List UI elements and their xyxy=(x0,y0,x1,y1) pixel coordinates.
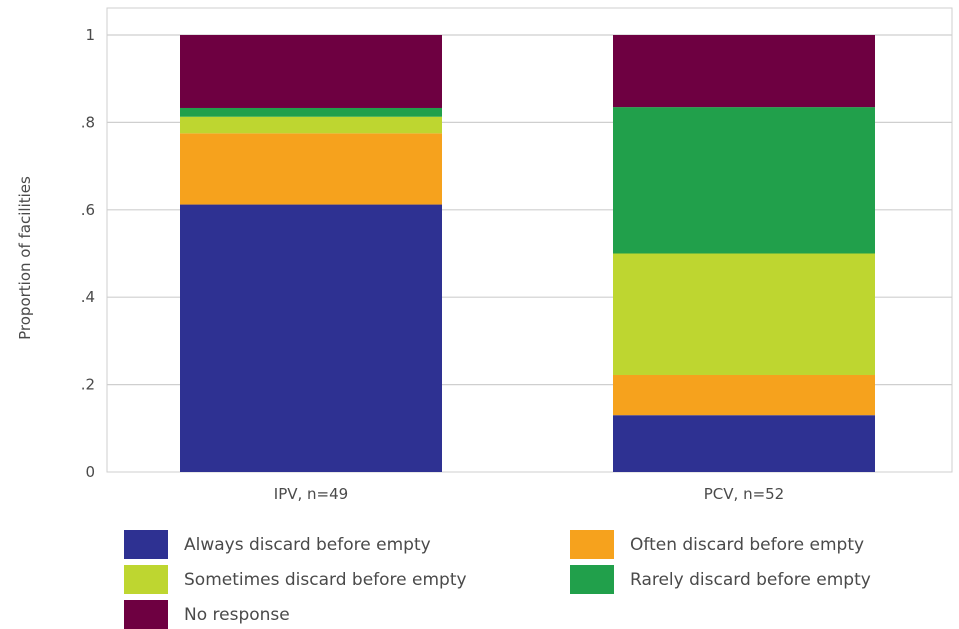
x-tick-label: IPV, n=49 xyxy=(274,485,348,503)
plot-border xyxy=(106,7,953,473)
legend-label: Rarely discard before empty xyxy=(630,569,871,590)
legend-swatch xyxy=(124,565,168,594)
legend-swatch xyxy=(124,600,168,629)
stacked-bar-chart: 0 .2 .4 .6 .8 1 IPV, n=49 PCV, n=52 Proportion… xyxy=(16,7,953,503)
y-tick-label: .8 xyxy=(81,113,95,131)
y-tick-label: 0 xyxy=(85,463,95,481)
bar-segment-rarely-discard-before-empty xyxy=(613,107,875,254)
x-tick-label: PCV, n=52 xyxy=(704,485,784,503)
legend-label: Sometimes discard before empty xyxy=(184,569,467,590)
legend-swatch xyxy=(570,565,614,594)
x-axis-ticks: IPV, n=49 PCV, n=52 xyxy=(274,485,784,503)
legend-label: Always discard before empty xyxy=(184,534,431,555)
bars xyxy=(180,35,875,472)
y-axis-label: Proportion of facilities xyxy=(16,176,34,340)
bar-segment-always-discard-before-empty xyxy=(613,415,875,472)
bar-segment-often-discard-before-empty xyxy=(180,133,442,205)
legend-item: Often discard before empty xyxy=(570,530,864,559)
bar-segment-always-discard-before-empty xyxy=(180,204,442,472)
bar-segment-no-response xyxy=(613,35,875,108)
legend-label: No response xyxy=(184,604,290,625)
legend-item: Rarely discard before empty xyxy=(570,565,871,594)
y-tick-label: .4 xyxy=(81,288,95,306)
legend-item: Always discard before empty xyxy=(124,530,431,559)
bar-segment-rarely-discard-before-empty xyxy=(180,107,442,117)
legend-item: No response xyxy=(124,600,290,629)
bar-segment-no-response xyxy=(180,35,442,108)
plot-frame xyxy=(106,7,953,473)
y-tick-label: 1 xyxy=(85,26,95,44)
y-tick-label: .2 xyxy=(81,376,95,394)
y-axis-ticks: 0 .2 .4 .6 .8 1 xyxy=(81,26,95,481)
legend-swatch xyxy=(124,530,168,559)
y-tick-label: .6 xyxy=(81,201,95,219)
legend-swatch xyxy=(570,530,614,559)
legend-label: Often discard before empty xyxy=(630,534,865,555)
bar-segment-often-discard-before-empty xyxy=(613,374,875,416)
bar-segment-sometimes-discard-before-empty xyxy=(180,116,442,134)
bar-segment-sometimes-discard-before-empty xyxy=(613,253,875,375)
legend-item: Sometimes discard before empty xyxy=(124,565,467,594)
